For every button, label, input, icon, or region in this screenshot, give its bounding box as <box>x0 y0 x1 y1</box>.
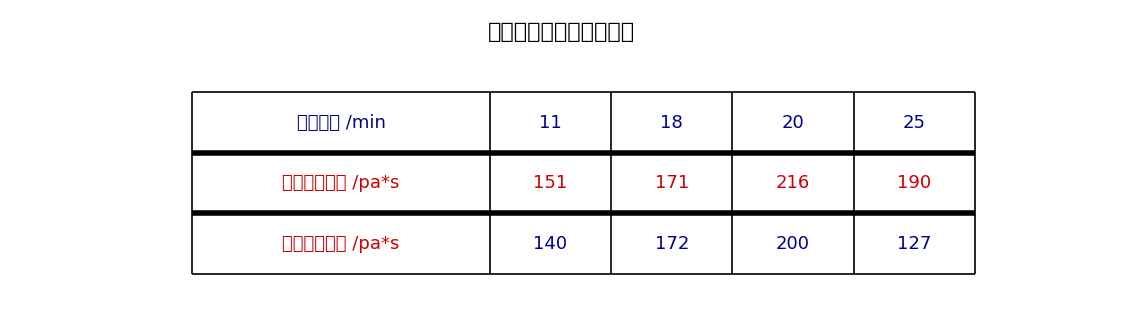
Text: 216: 216 <box>776 174 810 192</box>
Text: 127: 127 <box>898 235 931 253</box>
Text: 151: 151 <box>533 174 568 192</box>
Text: 吹扫时间 /min: 吹扫时间 /min <box>296 114 386 132</box>
Text: 20: 20 <box>782 114 804 132</box>
Text: 171: 171 <box>654 174 689 192</box>
Text: 200: 200 <box>776 235 810 253</box>
Text: 140: 140 <box>533 235 568 253</box>
Text: 190: 190 <box>898 174 931 192</box>
Text: 11: 11 <box>539 114 562 132</box>
Text: 吹扫时间与峰面积的关系: 吹扫时间与峰面积的关系 <box>487 22 635 42</box>
Text: 25: 25 <box>903 114 926 132</box>
Text: 丙烯腉峰面积 /pa*s: 丙烯腉峰面积 /pa*s <box>283 174 399 192</box>
Text: 18: 18 <box>661 114 683 132</box>
Text: 丙烯醛峰面积 /pa*s: 丙烯醛峰面积 /pa*s <box>283 235 399 253</box>
Text: 172: 172 <box>654 235 689 253</box>
